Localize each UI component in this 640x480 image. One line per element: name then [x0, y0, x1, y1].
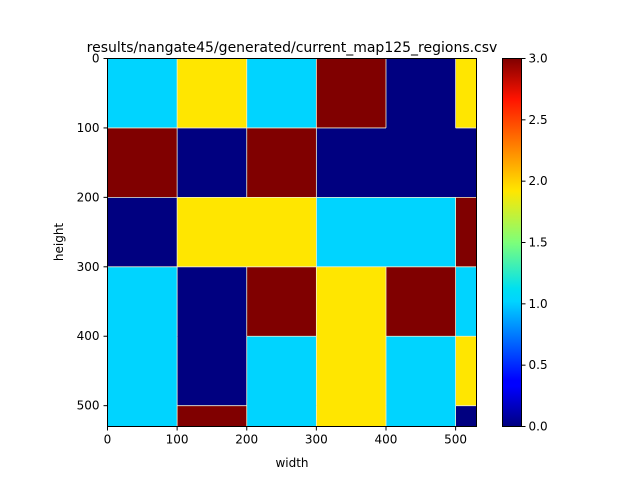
x-axis-label: width — [275, 456, 308, 470]
heatmap-cell — [385, 58, 457, 129]
region-borders — [107, 58, 477, 427]
y-tick-label: 100 — [77, 121, 100, 135]
heatmap-cell — [455, 336, 477, 407]
heatmap-cell — [107, 58, 178, 129]
heatmap-cell — [455, 127, 477, 198]
heatmap-cell — [316, 58, 387, 129]
heatmap-cell — [107, 197, 178, 268]
heatmap-cell — [455, 58, 477, 129]
colorbar-tick-label: 3.0 — [529, 52, 548, 66]
heatmap-cell — [455, 266, 477, 337]
y-axis: 0 100 200 300 400 500 — [77, 52, 108, 413]
heatmap-cell — [385, 336, 457, 407]
heatmap-cell — [316, 336, 387, 407]
y-tick-label: 500 — [77, 399, 100, 413]
colorbar-tick-label: 1.5 — [529, 236, 548, 250]
heatmap-cell — [246, 197, 317, 268]
heatmap-cell — [177, 266, 248, 337]
heatmap-cell — [385, 266, 457, 337]
y-axis-label: height — [52, 223, 66, 262]
x-axis: 0 100 200 300 400 500 — [104, 426, 467, 447]
heatmap-cell — [246, 127, 317, 198]
heatmap-cell — [107, 405, 178, 427]
heatmap-cell — [177, 58, 248, 129]
x-tick-label: 300 — [305, 433, 328, 447]
heatmap-cell — [455, 405, 477, 427]
heatmap-cell — [107, 266, 178, 337]
heatmap-cell — [246, 58, 317, 129]
heatmap-cell — [177, 127, 248, 198]
heatmap-cell — [455, 197, 477, 268]
colorbar-tick-label: 2.0 — [529, 174, 548, 188]
colorbar-tick-label: 0.0 — [529, 420, 548, 434]
x-tick-label: 0 — [104, 433, 112, 447]
heatmap-cell — [107, 336, 178, 407]
heatmap-cells — [107, 58, 477, 427]
y-tick-label: 0 — [92, 52, 100, 66]
heatmap-cell — [385, 127, 457, 198]
heatmap-cell — [246, 336, 317, 407]
heatmap-cell — [316, 266, 387, 337]
heatmap-cell — [246, 405, 317, 427]
heatmap-cell — [316, 405, 387, 427]
heatmap-cell — [385, 197, 457, 268]
colorbar-tick-label: 1.0 — [529, 297, 548, 311]
x-tick-label: 400 — [375, 433, 398, 447]
heatmap-cell — [177, 405, 248, 427]
heatmap-cell — [177, 336, 248, 407]
x-tick-label: 100 — [166, 433, 189, 447]
x-tick-label: 500 — [444, 433, 467, 447]
heatmap-cell — [246, 266, 317, 337]
heatmap-cell — [316, 197, 387, 268]
colorbar-tick-label: 0.5 — [529, 358, 548, 372]
heatmap-cell — [385, 405, 457, 427]
heatmap-cell — [107, 127, 178, 198]
colorbar-tick-label: 2.5 — [529, 113, 548, 127]
y-tick-label: 400 — [77, 329, 100, 343]
colorbar-axis: 0.0 0.5 1.0 1.5 2.0 2.5 3.0 — [521, 52, 548, 434]
heatmap-cell — [316, 127, 387, 198]
plot-frame — [107, 58, 477, 427]
x-tick-label: 200 — [235, 433, 258, 447]
heatmap-cell — [177, 197, 248, 268]
y-tick-label: 200 — [77, 190, 100, 204]
chart-title: results/nangate45/generated/current_map1… — [87, 40, 498, 56]
y-tick-label: 300 — [77, 260, 100, 274]
colorbar — [502, 58, 522, 427]
